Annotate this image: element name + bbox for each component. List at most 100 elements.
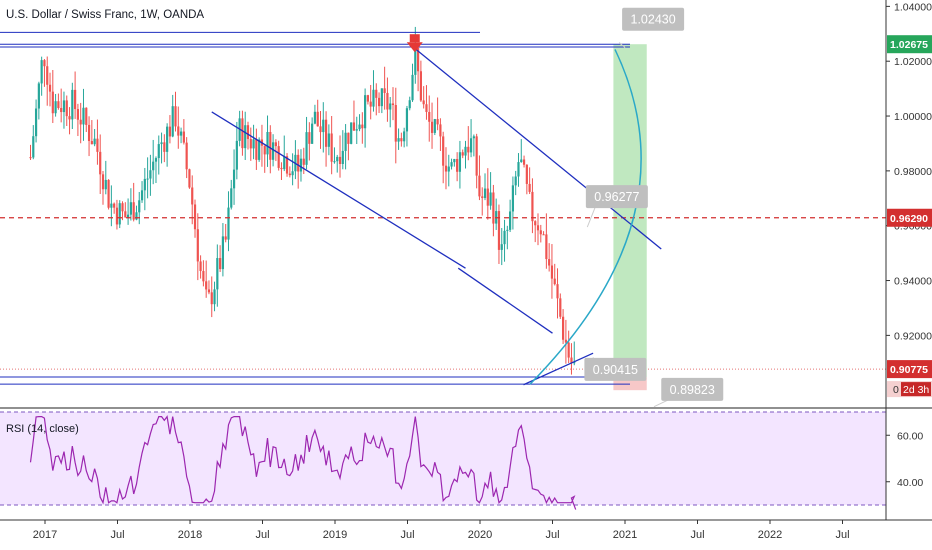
- candle-body: [545, 234, 548, 260]
- time-tick-label: Jul: [690, 529, 704, 541]
- candle-body: [266, 131, 269, 155]
- candle-body: [230, 188, 233, 208]
- candle-body: [216, 258, 219, 290]
- candle-body: [146, 178, 149, 180]
- candle-body: [324, 119, 328, 147]
- candle-body: [430, 121, 434, 133]
- callout-box: [585, 185, 648, 209]
- candle-body: [191, 187, 194, 205]
- trend-channel-line[interactable]: [211, 111, 466, 269]
- callout-price-label: 0.96277: [594, 190, 639, 204]
- candle-body: [316, 111, 319, 127]
- candle-body: [548, 259, 551, 266]
- candle-body: [132, 202, 135, 220]
- candle-body: [82, 107, 85, 125]
- price-callout[interactable]: 0.89823: [653, 377, 724, 408]
- candle-body: [241, 118, 244, 149]
- channel-lines[interactable]: [211, 47, 662, 386]
- candle-body: [472, 136, 475, 139]
- current-price-badge-label: 1.02675: [890, 39, 928, 51]
- candle-body: [305, 132, 308, 165]
- price-callouts[interactable]: 1.02430 0.96277 0.90415 0.89823: [584, 7, 724, 408]
- level-price-badge-label: 0.96290: [890, 213, 928, 225]
- candle-body: [60, 107, 63, 113]
- candle-body: [483, 188, 487, 198]
- candle-body: [202, 271, 205, 282]
- candle-body: [135, 212, 138, 220]
- callout-leader: [586, 204, 597, 228]
- candle-body: [553, 278, 556, 285]
- projection-arc[interactable]: [529, 49, 642, 385]
- candle-body: [489, 192, 492, 206]
- candle-body: [344, 132, 347, 151]
- candle-body: [570, 357, 573, 364]
- candle-body: [193, 204, 197, 230]
- time-axis[interactable]: 2017 Jul 2018 Jul 2019 Jul 2020 Jul 2021 Jul 2022 J…: [0, 519, 932, 541]
- candle-body: [138, 200, 141, 213]
- candle-body: [509, 211, 512, 230]
- candle-body: [269, 131, 272, 160]
- candle-body: [232, 169, 236, 189]
- candle-body: [411, 74, 414, 101]
- candle-body: [416, 47, 420, 72]
- candle-body: [68, 116, 71, 120]
- candle-body: [397, 138, 400, 142]
- candle-body: [71, 89, 74, 120]
- candle-body: [285, 156, 289, 174]
- callout-box: [661, 377, 724, 401]
- rsi-line: [29, 415, 577, 510]
- callout-box: [622, 7, 685, 31]
- candle-body: [514, 176, 517, 186]
- candle-body: [405, 108, 409, 132]
- candle-body: [475, 136, 478, 176]
- candle-body: [235, 140, 238, 170]
- candle-body: [313, 111, 317, 124]
- candle-body: [377, 97, 381, 107]
- time-tick-label: Jul: [110, 529, 124, 541]
- candle-body: [453, 158, 456, 163]
- candle-body: [65, 100, 68, 117]
- candle-body: [54, 101, 57, 114]
- price-callout[interactable]: 0.96277: [585, 185, 648, 228]
- candle-body: [561, 316, 565, 340]
- candle-body: [277, 146, 280, 168]
- price-callout[interactable]: 1.02430: [618, 7, 685, 48]
- candle-body: [573, 362, 576, 364]
- candle-body: [177, 126, 180, 136]
- candle-body: [327, 133, 330, 147]
- candle-body: [486, 188, 489, 206]
- candle-body: [199, 261, 202, 272]
- candle-body: [336, 156, 339, 162]
- candle-body: [255, 139, 258, 160]
- long-target-zone[interactable]: [613, 44, 647, 378]
- price-callout[interactable]: 0.90415: [584, 357, 647, 381]
- entry-arrow-marker[interactable]: [406, 34, 423, 53]
- candle-body: [506, 229, 509, 231]
- candle-body: [32, 136, 35, 158]
- rsi-axis[interactable]: 60.00 40.00: [886, 430, 923, 489]
- candle-body: [366, 95, 370, 102]
- candle-body: [447, 166, 450, 172]
- candle-body: [107, 179, 110, 208]
- candle-body: [464, 146, 467, 156]
- trend-channel-line[interactable]: [414, 47, 662, 250]
- rsi-pane[interactable]: RSI (14, close): [0, 411, 886, 510]
- price-axis[interactable]: 1.040001.020001.000000.980000.960000.940…: [885, 0, 932, 520]
- trend-channel-line[interactable]: [457, 267, 553, 334]
- candle-body: [467, 146, 470, 153]
- candle-body: [419, 71, 422, 101]
- time-tick-label: 2021: [613, 529, 637, 541]
- candle-body: [37, 83, 40, 109]
- candle-body: [291, 171, 294, 176]
- price-pane[interactable]: 1.02430 0.96277 0.90415 0.89823 U.S. Dollar…: [0, 0, 886, 408]
- candle-body: [101, 174, 105, 190]
- time-tick-label: 2018: [178, 529, 202, 541]
- candle-body: [375, 89, 378, 98]
- candle-body: [500, 244, 503, 250]
- candle-body: [118, 203, 121, 225]
- candle-body: [517, 162, 520, 177]
- candle-body: [311, 123, 314, 144]
- candle-body: [246, 125, 250, 139]
- candle-body: [352, 122, 356, 131]
